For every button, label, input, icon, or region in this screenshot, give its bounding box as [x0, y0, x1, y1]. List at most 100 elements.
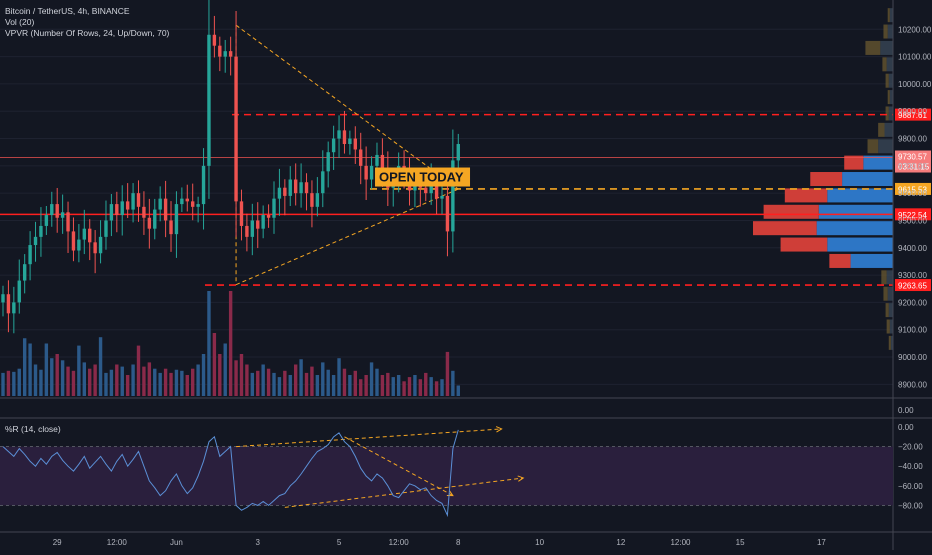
vpvr-up-bar	[863, 155, 893, 170]
volume-bar	[266, 368, 271, 396]
volume-bar	[82, 362, 86, 396]
price-tick-label: 10100.00	[898, 53, 932, 62]
volume-bar	[115, 364, 119, 396]
volume-bar	[131, 364, 135, 396]
candle-body	[369, 165, 374, 180]
price-tick-label: 10200.00	[898, 25, 932, 34]
vpvr-down-bar	[881, 270, 887, 285]
volume-profile	[753, 8, 893, 350]
volume-bar	[331, 375, 336, 396]
williams-r-trendline[interactable]	[236, 428, 502, 448]
price-level-tag	[895, 279, 931, 292]
time-tick-label: 10	[535, 538, 544, 547]
candle-body	[158, 198, 162, 210]
price-axis[interactable]: 8900.00 9000.00 9100.00 9200.00 9300.00 9400.…	[898, 25, 932, 415]
candle-body	[147, 217, 152, 229]
volume-bar	[418, 379, 423, 396]
volume-bar	[250, 372, 255, 396]
volume-bar	[364, 375, 368, 396]
candle-body	[136, 193, 141, 207]
candle-body	[434, 182, 439, 199]
candle-body	[245, 225, 249, 237]
candle-body	[228, 51, 233, 57]
vpvr-up-bar	[886, 57, 893, 72]
vpvr-up-bar	[818, 204, 893, 219]
candle-body	[375, 154, 379, 166]
candle-body	[310, 193, 314, 207]
candle-body	[82, 228, 86, 240]
candle-body	[451, 160, 455, 232]
price-pane[interactable]: 9887.61 9615.53 9522.54 9263.65 9730.5703:31…	[0, 0, 931, 396]
williams-r-axis[interactable]: 0.00 −20.00 −40.00 −60.00 −80.00	[898, 423, 923, 510]
vpvr-down-bar	[784, 188, 828, 203]
time-axis[interactable]: 29 12:00 Jun 3 5 12:00 8 10 12 12:00 15 17	[53, 538, 827, 547]
time-tick-label: 29	[53, 538, 62, 547]
candle-body	[277, 187, 282, 199]
candle-body	[39, 225, 43, 237]
volume-bar	[93, 364, 97, 396]
open-today-annotation[interactable]: OPEN TODAY	[375, 167, 471, 187]
vpvr-down-bar	[883, 286, 888, 301]
volume-bar	[180, 370, 184, 396]
candle-body	[304, 182, 309, 194]
candle-body	[266, 215, 271, 218]
volume-bar	[120, 366, 124, 396]
volume-bar	[33, 364, 38, 396]
candle-body	[315, 193, 320, 207]
candle-body	[353, 138, 357, 150]
candle-body	[22, 264, 27, 281]
williams-r-trendline[interactable]	[284, 477, 524, 508]
volume-bar	[163, 368, 168, 396]
candle-body	[218, 45, 222, 57]
volume-bar	[283, 370, 287, 396]
candle-body	[1, 294, 5, 303]
candle-body	[191, 201, 195, 207]
williams-r-pane[interactable]	[0, 426, 893, 518]
williams-r-tick-label: −40.00	[898, 462, 923, 471]
price-level-label: 9887.61	[898, 111, 927, 120]
candle-body	[342, 130, 347, 145]
vpvr-up-bar	[816, 221, 893, 236]
last-price-tag	[895, 150, 931, 173]
williams-r-tick-label: −60.00	[898, 482, 923, 491]
volume-bars	[1, 291, 460, 396]
vpvr-up-bar	[890, 335, 893, 350]
candle-body	[71, 231, 76, 251]
volume-bar	[293, 364, 298, 396]
vpvr-up-bar	[887, 24, 893, 39]
time-tick-label: 3	[256, 538, 261, 547]
candle-body	[93, 242, 97, 254]
candle-body	[169, 220, 173, 235]
volume-indicator-label[interactable]: Vol (20)	[5, 17, 34, 27]
volume-bar	[98, 337, 103, 396]
volume-bar	[337, 358, 341, 396]
price-levels[interactable]: 9887.61 9615.53 9522.54 9263.65 9730.5703:31…	[0, 108, 931, 292]
volume-bar	[424, 372, 428, 396]
candle-body	[359, 149, 363, 166]
price-level-label: 9263.65	[898, 282, 927, 291]
triangle-lower-line[interactable]	[235, 188, 459, 286]
candle-body	[115, 204, 119, 216]
vpvr-indicator-label[interactable]: VPVR (Number Of Rows, 24, Up/Down, 70)	[5, 28, 170, 38]
candle-body	[28, 245, 32, 265]
vpvr-down-bar	[886, 319, 890, 334]
volume-bar	[353, 370, 357, 396]
candle-body	[250, 220, 255, 237]
candle-body	[185, 198, 189, 202]
candle-body	[207, 34, 211, 166]
last-price-label: 9730.57	[898, 153, 927, 162]
williams-r-label[interactable]: %R (14, close)	[5, 424, 61, 434]
candle-body	[180, 198, 184, 205]
candle-body	[66, 212, 70, 232]
symbol-title[interactable]: Bitcoin / TetherUS, 4h, BINANCE	[5, 6, 130, 16]
volume-bar	[413, 375, 417, 396]
vpvr-down-bar	[883, 24, 888, 39]
candle-body	[77, 239, 81, 251]
volume-bar	[77, 345, 81, 396]
candle-body	[261, 215, 265, 229]
volume-bar	[17, 368, 21, 396]
volume-bar	[71, 370, 76, 396]
open-today-label: OPEN TODAY	[379, 170, 464, 185]
